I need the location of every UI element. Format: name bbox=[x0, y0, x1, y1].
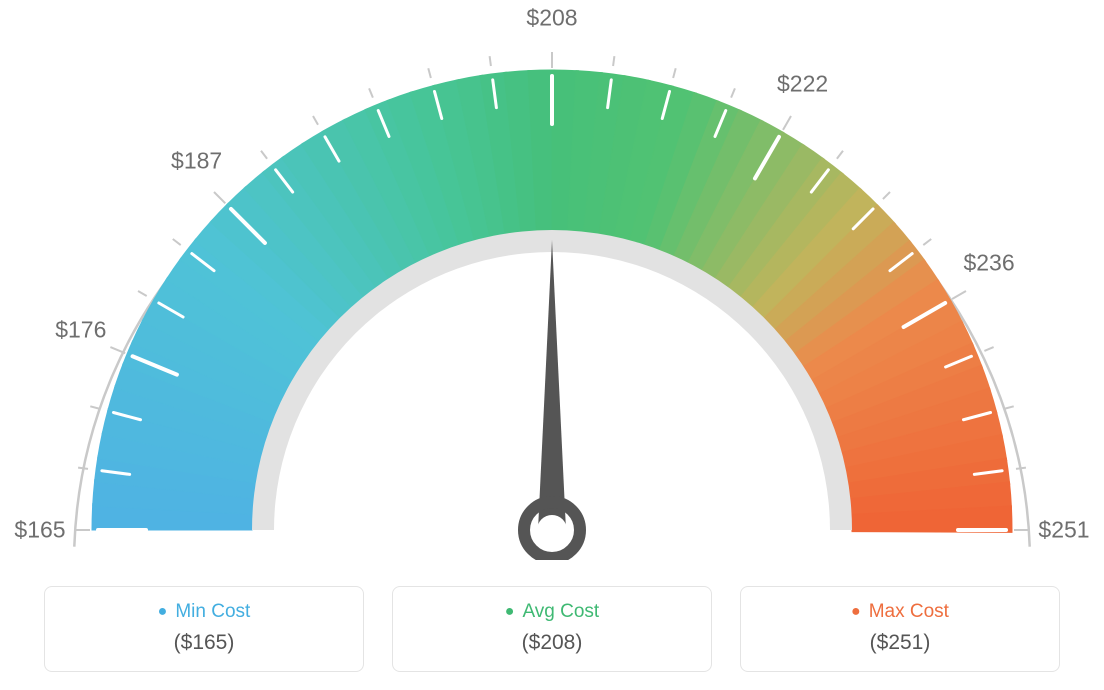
gauge-tick-label: $187 bbox=[171, 148, 222, 175]
legend-avg-value: ($208) bbox=[403, 631, 701, 655]
legend-card-min: Min Cost ($165) bbox=[44, 586, 364, 672]
legend-card-max: Max Cost ($251) bbox=[740, 586, 1060, 672]
legend-row: Min Cost ($165) Avg Cost ($208) Max Cost… bbox=[0, 586, 1104, 672]
legend-min-label: Min Cost bbox=[55, 601, 353, 623]
legend-max-label: Max Cost bbox=[751, 601, 1049, 623]
gauge-tick-label: $251 bbox=[1038, 517, 1089, 544]
gauge-tick-label: $222 bbox=[777, 70, 828, 97]
legend-min-value: ($165) bbox=[55, 631, 353, 655]
gauge-tick-label: $176 bbox=[55, 316, 106, 343]
legend-avg-label: Avg Cost bbox=[403, 601, 701, 623]
cost-gauge: $165 $176 $187 $208 $222 $236 $251 bbox=[0, 0, 1104, 560]
gauge-tick-label: $165 bbox=[14, 517, 65, 544]
legend-max-value: ($251) bbox=[751, 631, 1049, 655]
gauge-svg bbox=[0, 0, 1104, 560]
legend-card-avg: Avg Cost ($208) bbox=[392, 586, 712, 672]
gauge-tick-label: $236 bbox=[963, 250, 1014, 277]
gauge-tick-label: $208 bbox=[526, 5, 577, 32]
